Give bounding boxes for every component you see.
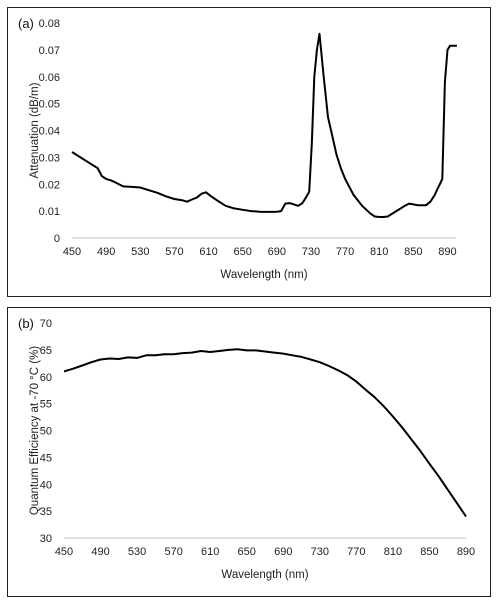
x-tick-label: 730: [302, 246, 320, 258]
y-tick-label: 0.06: [39, 72, 60, 84]
x-tick-label: 450: [55, 546, 73, 558]
y-axis-title: Attenuation (dB/m): [29, 82, 41, 178]
x-tick-label: 690: [268, 246, 286, 258]
panel-label-b: (b): [18, 316, 34, 331]
y-tick-label: 0.05: [39, 99, 60, 111]
y-tick-label: 35: [40, 506, 52, 518]
y-tick-label: 0.04: [39, 126, 60, 138]
y-tick-label: 60: [40, 372, 52, 384]
y-tick-label: 30: [40, 533, 52, 545]
x-tick-label: 570: [165, 246, 183, 258]
y-tick-label: 0.02: [39, 179, 60, 191]
attenuation-chart: (a) 0 0.01 0.02 0.03 0.04 0.05 0.06 0.07 0.08 45…: [18, 16, 457, 281]
y-tick-label: 0.03: [39, 152, 60, 164]
x-tick-label: 650: [233, 246, 251, 258]
chart-panel-b: (b) 30 35 40 45 50 55 60 65 70 450 490 530 570 610 65…: [7, 307, 491, 597]
attenuation-series-line: [71, 32, 457, 218]
x-tick-label: 730: [311, 546, 329, 558]
x-tick-label: 770: [347, 546, 365, 558]
x-tick-label: 690: [274, 546, 292, 558]
x-tick-label: 490: [91, 546, 109, 558]
x-tick-label: 530: [128, 546, 146, 558]
y-tick-label: 55: [40, 399, 52, 411]
panel-label-a: (a): [18, 16, 34, 31]
x-tick-label: 810: [384, 546, 402, 558]
x-tick-label: 890: [438, 246, 456, 258]
x-tick-label: 770: [336, 246, 354, 258]
x-tick-label: 610: [199, 246, 217, 258]
y-tick-label: 45: [40, 452, 52, 464]
x-tick-label: 810: [370, 246, 388, 258]
y-tick-label: 40: [40, 479, 52, 491]
x-tick-label: 890: [457, 546, 475, 558]
x-tick-label: 490: [97, 246, 115, 258]
x-tick-label: 850: [404, 246, 422, 258]
x-tick-label: 450: [63, 246, 81, 258]
x-axis-title: Wavelength (nm): [220, 269, 307, 281]
y-tick-label: 65: [40, 345, 52, 357]
y-tick-label: 0.08: [39, 18, 60, 30]
x-tick-label: 530: [131, 246, 149, 258]
x-tick-label: 610: [201, 546, 219, 558]
y-tick-label: 70: [40, 318, 52, 330]
x-tick-label: 850: [420, 546, 438, 558]
y-tick-label: 0.01: [39, 206, 60, 218]
quantum-efficiency-series-line: [63, 348, 467, 518]
x-tick-label: 570: [164, 546, 182, 558]
x-tick-label: 650: [238, 546, 256, 558]
quantum-efficiency-chart: (b) 30 35 40 45 50 55 60 65 70 450 490 530 570 610 65…: [18, 316, 475, 581]
y-tick-label: 0.07: [39, 45, 60, 57]
y-tick-label: 50: [40, 426, 52, 438]
y-tick-label: 0: [54, 233, 60, 245]
y-axis-title: Quantum Efficiency at -70 °C (%): [29, 346, 41, 515]
x-axis-title: Wavelength (nm): [221, 569, 308, 581]
chart-panel-a: (a) 0 0.01 0.02 0.03 0.04 0.05 0.06 0.07 0.08 45…: [7, 7, 491, 297]
